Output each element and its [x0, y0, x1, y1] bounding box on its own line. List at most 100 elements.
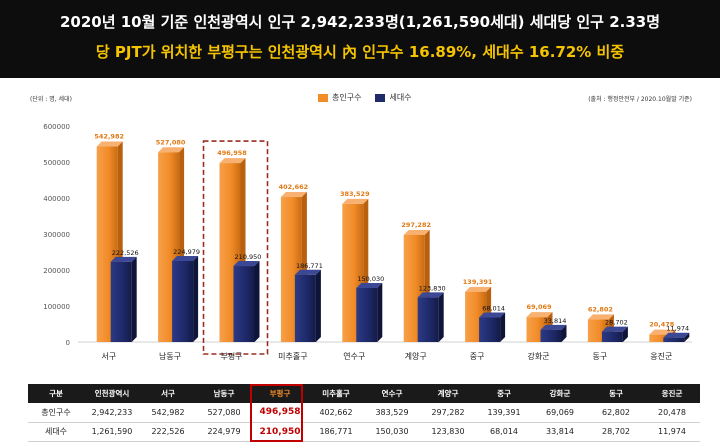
bar-top-households [601, 326, 628, 332]
banner-title-line2: 당 PJT가 위치한 부평구는 인천광역시 內 인구수 16.89%, 세대수 … [95, 43, 625, 61]
x-tick-label: 남동구 [159, 352, 181, 361]
table-header-cell: 옹진군 [644, 384, 700, 403]
bar-chart: 0 100000 200000 300000 400000 500000 600000 542… [43, 123, 692, 361]
table-cell: 297,282 [420, 403, 476, 423]
table-row: 세대수 1,261,590 222,526 224,979 210,950 186,771… [28, 422, 700, 442]
table-cell: 383,529 [364, 403, 420, 423]
data-label-population: 542,982 [94, 133, 124, 141]
data-label-population: 20,478 [649, 321, 675, 329]
table-header-cell: 인천광역시 [84, 384, 140, 403]
data-label-population: 527,080 [156, 138, 186, 146]
data-label-households: 186,771 [296, 262, 323, 270]
chart-legend: 총인구수 세대수 [318, 92, 412, 103]
bar-top-households [110, 256, 137, 262]
data-label-population: 62,802 [588, 305, 613, 313]
bar-households [479, 317, 501, 342]
legend-item-households: 세대수 [375, 92, 412, 103]
table-cell: 402,662 [308, 403, 364, 423]
table-header-cell: 계양구 [420, 384, 476, 403]
table-body: 총인구수 2,942,233 542,982 527,080 496,958 402,66… [28, 403, 700, 442]
table-cell: 123,830 [420, 422, 476, 442]
table-cell: 210,950 [252, 422, 308, 442]
table-cell: 11,974 [644, 422, 700, 442]
bar-top-households [540, 324, 567, 330]
legend-item-population: 총인구수 [318, 92, 361, 103]
legend-label-households: 세대수 [389, 93, 412, 102]
bar-top-population [526, 312, 553, 318]
x-tick-label: 옹진군 [650, 351, 672, 361]
table-row: 총인구수 2,942,233 542,982 527,080 496,958 402,66… [28, 403, 700, 423]
x-tick-label: 서구 [101, 352, 116, 361]
bar-side-households [500, 312, 506, 342]
highlight-box [202, 140, 269, 355]
bar-households [233, 266, 255, 342]
data-label-households: 11,974 [666, 325, 689, 333]
data-label-households: 222,526 [112, 249, 139, 257]
source-note: (출처 : 행정안전부 / 2020.10월말 기준) [588, 96, 692, 103]
x-tick-label: 연수구 [343, 352, 365, 361]
bar-side-households [438, 292, 444, 342]
unit-note: (단위 : 명, 세대) [30, 96, 72, 103]
bar-side-households [131, 256, 137, 342]
legend-label-population: 총인구수 [332, 93, 362, 102]
x-tick-label: 중구 [470, 352, 485, 361]
table-cell: 68,014 [476, 422, 532, 442]
bar-side-households [315, 269, 321, 342]
bar-top-population [342, 198, 369, 204]
bar-top-households [294, 269, 321, 275]
data-label-households: 123,830 [419, 284, 446, 292]
bar-top-households [417, 292, 444, 298]
bar-side-households [377, 282, 383, 342]
y-tick-label: 500000 [43, 159, 70, 167]
table-header-cell: 강화군 [532, 384, 588, 403]
table-cell: 150,030 [364, 422, 420, 442]
data-label-population: 297,282 [401, 221, 431, 229]
table-cell: 총인구수 [28, 403, 84, 423]
bar-top-households [233, 261, 260, 267]
bar-top-households [479, 312, 506, 318]
table-cell: 69,069 [532, 403, 588, 423]
data-label-population: 69,069 [526, 303, 552, 311]
data-label-population: 139,391 [463, 278, 493, 286]
y-tick-label: 0 [66, 339, 70, 347]
data-label-households: 150,030 [357, 275, 384, 283]
table-cell: 2,942,233 [84, 403, 140, 423]
data-label-households: 224,979 [173, 248, 200, 256]
bar-population [649, 334, 671, 342]
table-header-cell: 미추홀구 [308, 384, 364, 403]
bar-side-households [622, 326, 628, 342]
bar-top-population [280, 192, 307, 198]
table-header-row: 구분 인천광역시 서구 남동구 부평구 미추홀구 연수구 계양구 중구 강화군 동구 옹진군 [28, 384, 700, 403]
data-label-households: 210,950 [235, 253, 262, 261]
y-tick-label: 600000 [43, 123, 70, 131]
bar-side-households [193, 256, 199, 342]
bar-households [601, 331, 623, 342]
table-cell: 542,982 [140, 403, 196, 423]
data-label-households: 68,014 [482, 305, 505, 313]
table-header-cell: 구분 [28, 384, 84, 403]
bar-top-households [356, 282, 383, 288]
bar-top-households [172, 256, 199, 262]
table-cell: 224,979 [196, 422, 252, 442]
data-label-households: 33,814 [544, 317, 567, 325]
x-tick-label: 부평구 [220, 351, 242, 361]
bar-households [294, 274, 316, 342]
table-header-cell: 부평구 [252, 384, 308, 403]
table-header-cell: 동구 [588, 384, 644, 403]
table-cell: 496,958 [252, 403, 308, 423]
y-tick-label: 200000 [43, 267, 70, 275]
data-table: 구분 인천광역시 서구 남동구 부평구 미추홀구 연수구 계양구 중구 강화군 동구 옹진군 총인구수… [28, 384, 700, 442]
data-label-households: 28,702 [605, 319, 628, 327]
legend-swatch-households [375, 93, 386, 102]
x-tick-label: 동구 [593, 352, 608, 361]
data-label-population: 402,662 [279, 183, 309, 191]
title-banner: 2020년 10월 기준 인천광역시 인구 2,942,233명(1,261,5… [0, 0, 720, 78]
bar-top-population [465, 286, 492, 292]
data-label-population: 383,529 [340, 190, 370, 198]
bar-side-households [561, 324, 567, 342]
bar-top-population [158, 147, 185, 153]
bar-side-households [254, 261, 260, 342]
bar-households [110, 261, 132, 342]
bar-households [172, 261, 194, 342]
table-header-cell: 서구 [140, 384, 196, 403]
